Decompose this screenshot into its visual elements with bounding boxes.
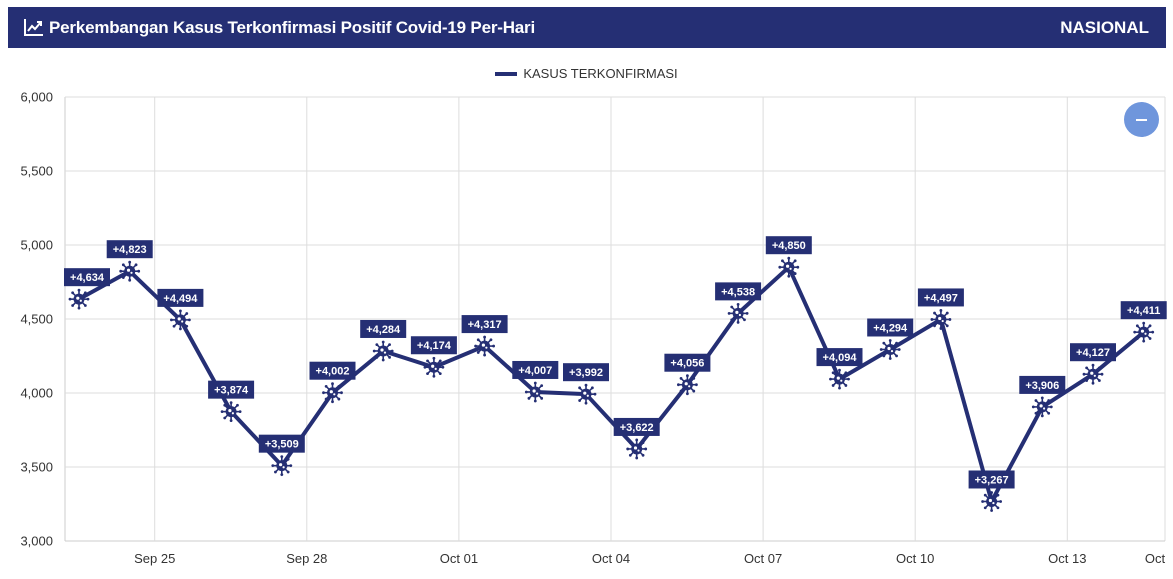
data-label-box <box>613 417 660 436</box>
data-label-box <box>765 236 812 255</box>
y-tick-label: 4,000 <box>20 386 53 401</box>
data-label: +3,906 <box>1025 380 1059 392</box>
virus-icon[interactable] <box>829 368 850 390</box>
virus-icon[interactable] <box>423 356 445 378</box>
data-label-box <box>64 268 110 287</box>
data-label: +4,538 <box>721 286 755 298</box>
virus-icon[interactable] <box>981 491 1002 512</box>
y-tick-label: 6,000 <box>20 90 53 105</box>
data-label: +4,850 <box>772 240 806 252</box>
virus-icon[interactable] <box>372 340 394 362</box>
y-tick-label: 5,000 <box>20 238 53 253</box>
trend-line-icon <box>24 19 43 36</box>
x-tick-label: Oct 10 <box>896 551 934 566</box>
data-label: +3,509 <box>265 439 299 451</box>
y-tick-label: 4,500 <box>20 312 53 327</box>
data-label-box <box>512 360 559 379</box>
data-label: +4,497 <box>924 292 958 304</box>
data-label: +3,992 <box>569 367 603 379</box>
virus-icon[interactable] <box>322 382 343 404</box>
data-label-box <box>715 282 762 301</box>
y-tick-label: 5,500 <box>20 164 53 179</box>
x-tick-label: Oct 13 <box>1048 551 1086 566</box>
scope-label: NASIONAL <box>1060 18 1149 37</box>
x-tick-label: Oct <box>1145 551 1166 566</box>
chart-title: Perkembangan Kasus Terkonfirmasi Positif… <box>49 18 535 37</box>
virus-icon[interactable] <box>677 374 698 396</box>
data-label: +3,874 <box>214 385 249 397</box>
data-label-box <box>157 288 204 307</box>
virus-icon[interactable] <box>626 438 648 460</box>
data-label: +4,823 <box>113 244 147 256</box>
virus-icon[interactable] <box>1082 363 1104 385</box>
virus-icon[interactable] <box>778 256 800 278</box>
virus-icon[interactable] <box>271 455 293 477</box>
data-label: +4,294 <box>873 322 908 334</box>
data-label: +4,317 <box>468 319 502 331</box>
data-label: +4,174 <box>417 340 452 352</box>
data-label: +4,056 <box>670 358 704 370</box>
data-label: +4,127 <box>1076 347 1110 359</box>
data-label-box <box>360 319 407 338</box>
data-label-box <box>563 363 609 382</box>
y-tick-label: 3,500 <box>20 460 53 475</box>
chart-header: Perkembangan Kasus Terkonfirmasi Positif… <box>8 7 1166 48</box>
virus-icon[interactable] <box>1031 396 1053 418</box>
data-label: +3,622 <box>620 422 654 434</box>
data-label-box <box>309 361 356 380</box>
data-label: +4,494 <box>163 293 198 305</box>
virus-icon[interactable] <box>68 288 90 310</box>
series-line <box>78 265 1145 504</box>
data-label: +4,411 <box>1127 305 1160 317</box>
virus-icon[interactable] <box>220 401 242 423</box>
legend-swatch <box>495 71 518 76</box>
legend-label: KASUS TERKONFIRMASI <box>523 66 678 81</box>
data-label: +3,267 <box>975 474 1009 486</box>
data-label-box <box>258 434 305 453</box>
data-label-box <box>461 315 508 334</box>
data-label-box <box>410 336 457 355</box>
x-tick-label: Sep 28 <box>286 551 327 566</box>
data-label: +4,634 <box>70 272 105 284</box>
data-label-box <box>1019 375 1066 394</box>
data-label-box <box>106 240 153 259</box>
virus-icon[interactable] <box>474 335 495 357</box>
virus-icon[interactable] <box>1133 321 1155 343</box>
data-label-box <box>917 288 964 307</box>
x-tick-label: Oct 07 <box>744 551 782 566</box>
virus-icon[interactable] <box>930 309 952 330</box>
virus-icon[interactable] <box>524 381 546 403</box>
virus-icon[interactable] <box>879 339 901 360</box>
data-label-box <box>867 318 914 337</box>
zoom-out-button[interactable] <box>1124 102 1159 137</box>
data-label-box <box>1120 301 1167 320</box>
virus-icon[interactable] <box>170 309 191 331</box>
data-label: +4,002 <box>316 366 350 378</box>
x-tick-label: Oct 04 <box>592 551 630 566</box>
chart-legend[interactable]: KASUS TERKONFIRMASI <box>0 66 1173 81</box>
data-label-box <box>816 348 863 367</box>
data-label-box <box>968 470 1015 489</box>
data-label: +4,007 <box>518 365 552 377</box>
virus-icon[interactable] <box>575 383 597 405</box>
virus-icon[interactable] <box>727 302 749 324</box>
data-label-box <box>208 380 255 399</box>
minus-icon <box>1136 119 1147 121</box>
data-label: +4,284 <box>366 324 401 336</box>
y-tick-label: 3,000 <box>20 534 53 549</box>
virus-icon[interactable] <box>119 260 141 282</box>
data-label: +4,094 <box>823 352 858 364</box>
data-label-box <box>664 353 711 372</box>
data-label-box <box>1070 343 1116 362</box>
x-tick-label: Sep 25 <box>134 551 175 566</box>
x-tick-label: Oct 01 <box>440 551 478 566</box>
